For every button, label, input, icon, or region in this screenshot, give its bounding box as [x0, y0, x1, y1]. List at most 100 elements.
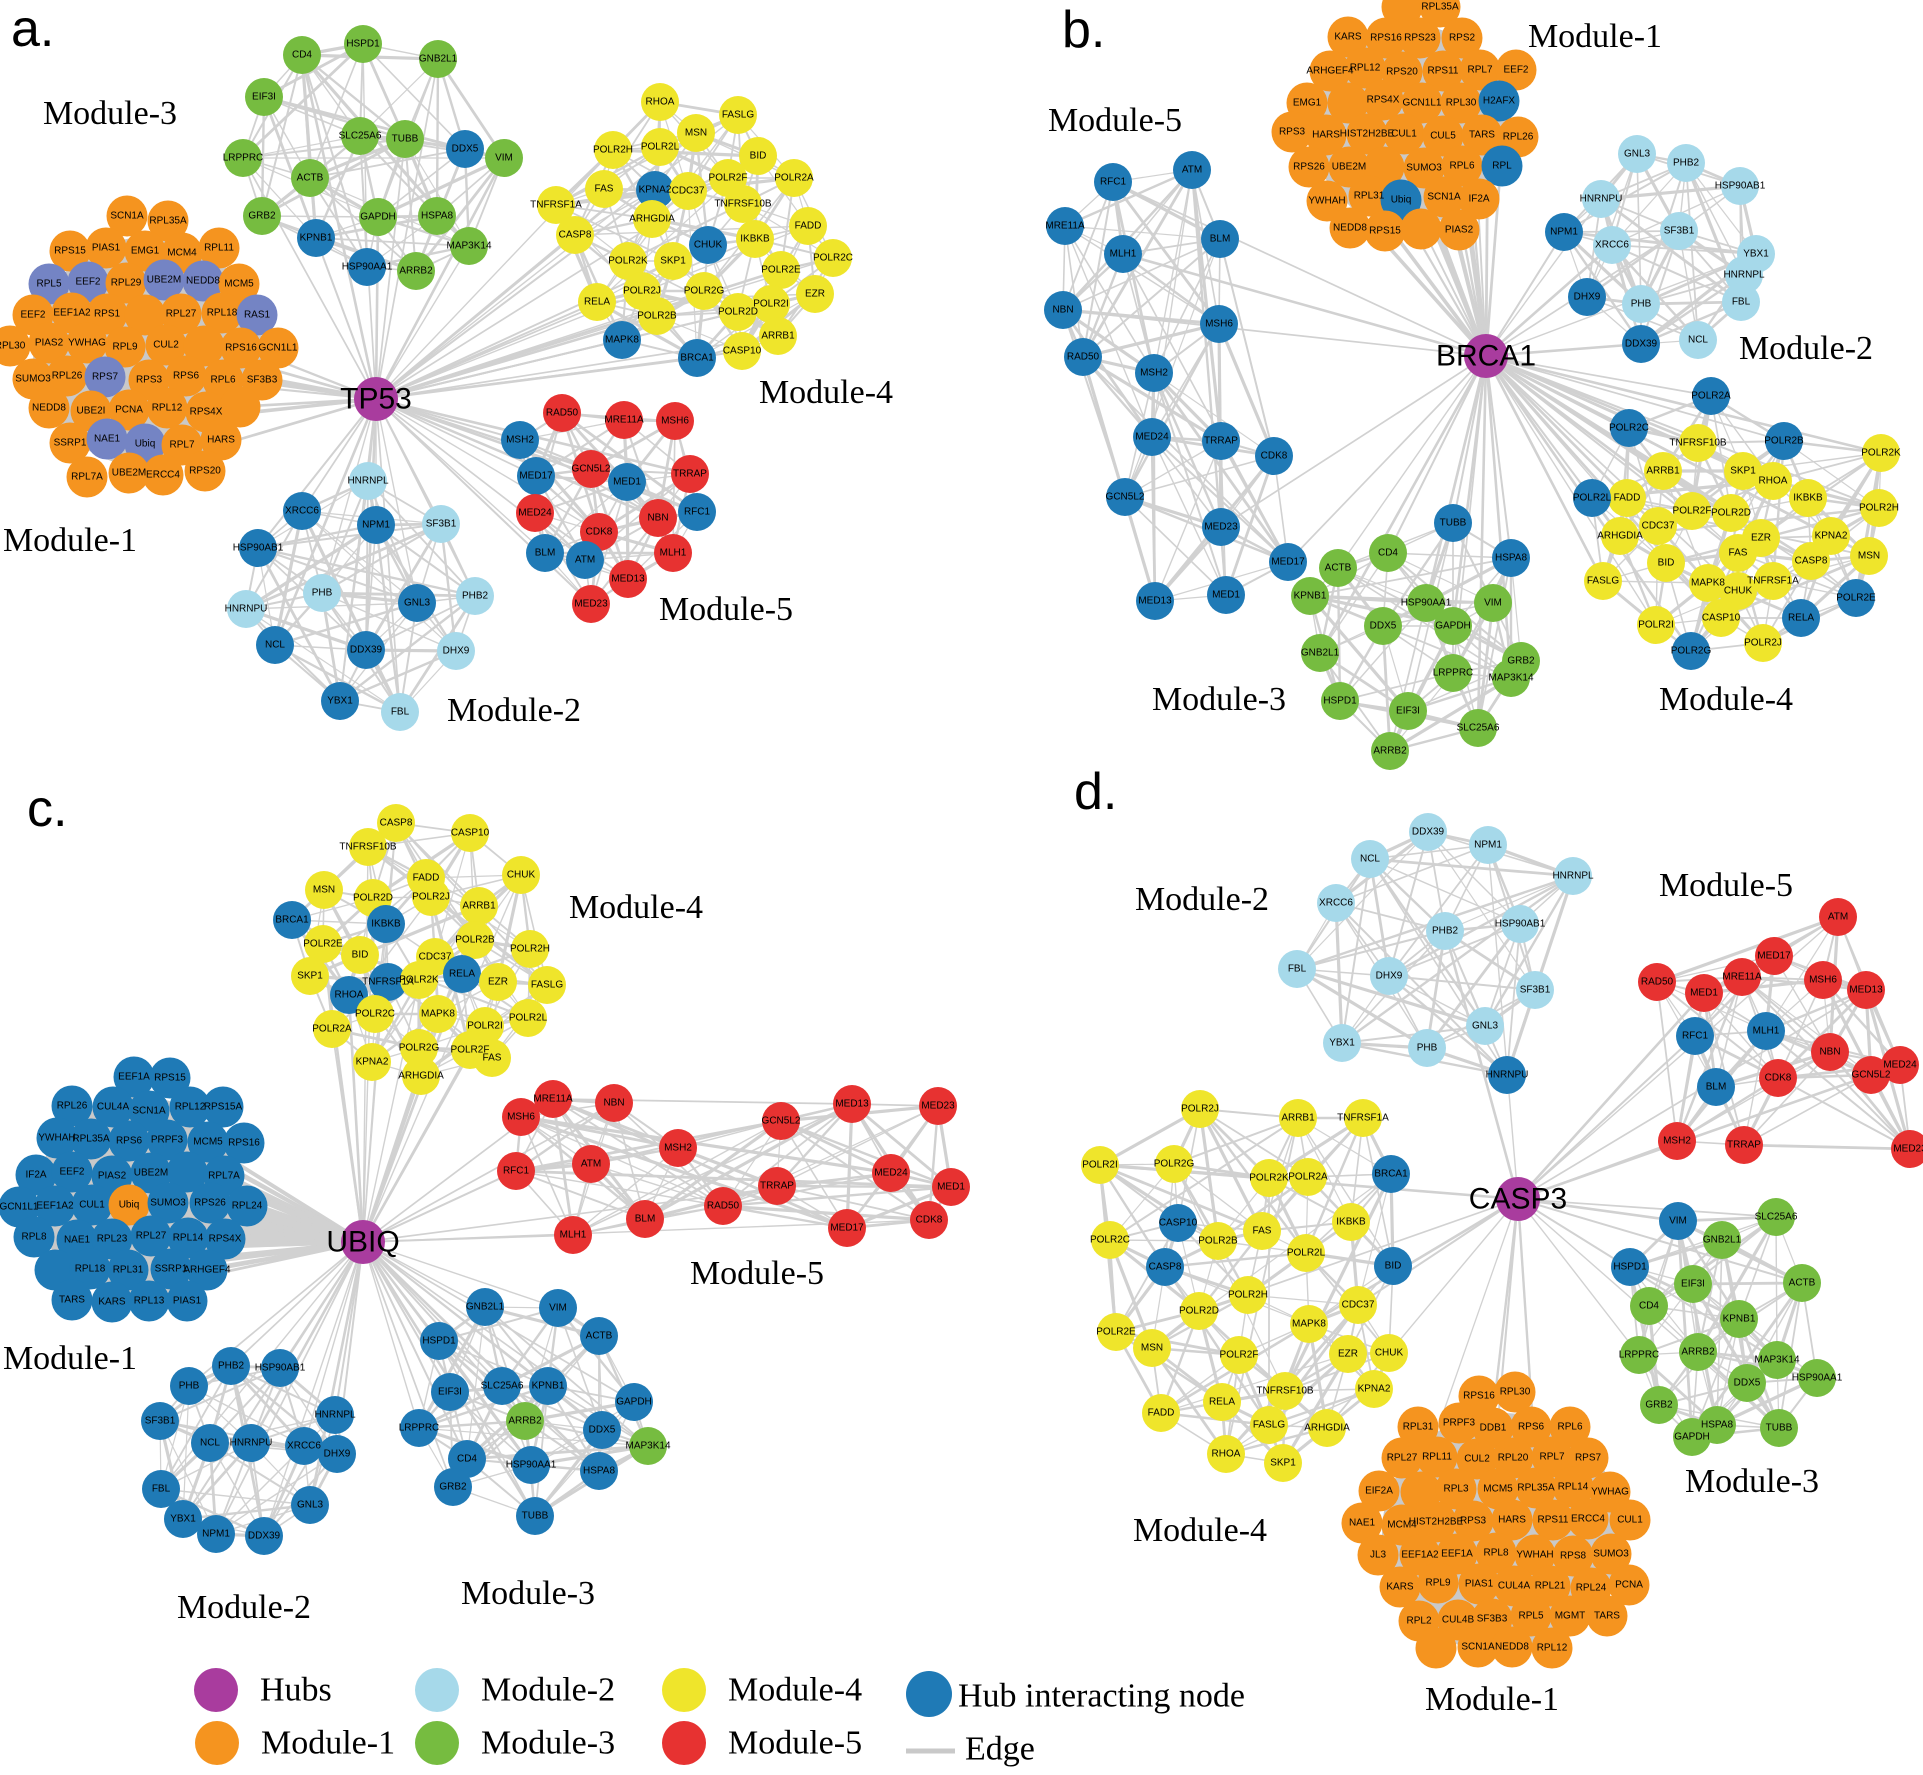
svg-text:DDX39: DDX39 — [248, 1531, 281, 1542]
svg-text:DDX39: DDX39 — [1412, 827, 1445, 838]
svg-text:HSPA8: HSPA8 — [1701, 1420, 1733, 1431]
svg-text:TUBB: TUBB — [1440, 518, 1467, 529]
svg-text:KPNB1: KPNB1 — [300, 233, 333, 244]
svg-text:CASP10: CASP10 — [723, 346, 762, 357]
svg-text:HSPA8: HSPA8 — [1495, 553, 1527, 564]
svg-text:SSRP1: SSRP1 — [54, 438, 87, 449]
svg-text:GCN5L2: GCN5L2 — [1106, 492, 1145, 503]
svg-text:a.: a. — [11, 0, 54, 58]
svg-text:KARS: KARS — [1334, 32, 1362, 43]
svg-text:SLC25A6: SLC25A6 — [1755, 1212, 1798, 1223]
svg-text:TRRAP: TRRAP — [673, 469, 707, 480]
svg-text:SLC25A6: SLC25A6 — [339, 131, 382, 142]
svg-text:YBX1: YBX1 — [170, 1514, 196, 1525]
svg-text:MCM5: MCM5 — [193, 1137, 223, 1148]
svg-text:MAPK8: MAPK8 — [421, 1009, 455, 1020]
svg-text:FASLG: FASLG — [1253, 1420, 1285, 1431]
svg-text:FBL: FBL — [1288, 964, 1307, 975]
svg-text:FADD: FADD — [1614, 493, 1641, 504]
svg-text:FADD: FADD — [795, 221, 822, 232]
svg-text:NAE1: NAE1 — [94, 434, 121, 445]
svg-text:PHB: PHB — [1631, 299, 1652, 310]
svg-text:SUMO3: SUMO3 — [1406, 163, 1442, 174]
svg-text:BLM: BLM — [635, 1214, 656, 1225]
svg-text:Module-2: Module-2 — [1739, 330, 1873, 367]
svg-text:RPL9: RPL9 — [1425, 1578, 1450, 1589]
svg-text:MED24: MED24 — [518, 508, 552, 519]
svg-text:FAS: FAS — [1729, 548, 1748, 559]
svg-text:XRCC6: XRCC6 — [1319, 898, 1353, 909]
svg-text:MSH6: MSH6 — [661, 416, 689, 427]
svg-text:RPL24: RPL24 — [1576, 1583, 1607, 1594]
svg-text:POLR2E: POLR2E — [761, 265, 801, 276]
svg-text:DDX5: DDX5 — [589, 1425, 616, 1436]
svg-text:POLR2F: POLR2F — [709, 173, 748, 184]
svg-text:RPS11: RPS11 — [1428, 66, 1459, 77]
svg-text:HSP90AB1: HSP90AB1 — [1495, 919, 1546, 930]
svg-text:CASP10: CASP10 — [1159, 1218, 1198, 1229]
svg-text:MSN: MSN — [685, 128, 707, 139]
svg-text:BID: BID — [1658, 558, 1675, 569]
svg-text:UBE2M: UBE2M — [134, 1168, 168, 1179]
svg-text:NBN: NBN — [1052, 305, 1073, 316]
svg-text:Module-5: Module-5 — [728, 1725, 862, 1762]
svg-text:HNRNPU: HNRNPU — [225, 604, 268, 615]
svg-text:CUL4A: CUL4A — [97, 1102, 130, 1113]
svg-text:POLR2A: POLR2A — [774, 173, 814, 184]
svg-text:Module-4: Module-4 — [759, 374, 893, 411]
svg-text:MED13: MED13 — [1849, 985, 1883, 996]
svg-text:SUMO3: SUMO3 — [15, 374, 51, 385]
svg-text:MED24: MED24 — [1135, 432, 1169, 443]
svg-text:KPNA2: KPNA2 — [356, 1057, 389, 1068]
svg-text:GRB2: GRB2 — [1645, 1400, 1673, 1411]
svg-text:PHB: PHB — [1417, 1043, 1438, 1054]
svg-text:MAP3K14: MAP3K14 — [1754, 1355, 1799, 1366]
svg-text:RPS15A: RPS15A — [204, 1102, 243, 1113]
svg-text:GCN5L2: GCN5L2 — [572, 464, 611, 475]
svg-text:XRCC6: XRCC6 — [1595, 240, 1629, 251]
svg-text:YWHAH: YWHAH — [1516, 1550, 1553, 1561]
svg-text:DHX9: DHX9 — [1574, 292, 1601, 303]
svg-text:RPS16: RPS16 — [225, 343, 257, 354]
svg-text:POLR2L: POLR2L — [1287, 1248, 1326, 1259]
svg-text:PCNA: PCNA — [1615, 1580, 1643, 1591]
svg-text:RPS11: RPS11 — [1538, 1515, 1569, 1526]
svg-text:MRE11A: MRE11A — [1722, 972, 1762, 983]
svg-text:Module-3: Module-3 — [1152, 681, 1286, 718]
svg-text:BRCA1: BRCA1 — [680, 353, 714, 364]
svg-text:RAD50: RAD50 — [707, 1201, 740, 1212]
svg-text:GNB2L1: GNB2L1 — [1703, 1235, 1742, 1246]
svg-text:MED23: MED23 — [574, 599, 608, 610]
svg-text:CASP3: CASP3 — [1469, 1183, 1567, 1216]
svg-text:SLC25A6: SLC25A6 — [481, 1381, 524, 1392]
svg-text:Module-5: Module-5 — [1048, 102, 1182, 139]
svg-text:IKBKB: IKBKB — [371, 919, 401, 930]
svg-text:RPS4X: RPS4X — [209, 1234, 242, 1245]
svg-text:POLR2E: POLR2E — [303, 939, 343, 950]
svg-text:Module-2: Module-2 — [177, 1589, 311, 1626]
svg-text:MED17: MED17 — [519, 471, 553, 482]
svg-text:POLR2C: POLR2C — [1090, 1235, 1130, 1246]
svg-text:PRPF3: PRPF3 — [1443, 1418, 1476, 1429]
svg-text:SF3B1: SF3B1 — [1520, 985, 1551, 996]
svg-text:POLR2I: POLR2I — [1638, 620, 1674, 631]
svg-text:YBX1: YBX1 — [1329, 1038, 1355, 1049]
svg-text:MRE11A: MRE11A — [604, 415, 644, 426]
svg-text:POLR2F: POLR2F — [1220, 1350, 1259, 1361]
svg-text:POLR2D: POLR2D — [718, 307, 758, 318]
svg-text:ARHGDIA: ARHGDIA — [1304, 1423, 1350, 1434]
svg-text:RPL: RPL — [1492, 161, 1512, 172]
svg-text:HNRNPL: HNRNPL — [1552, 871, 1594, 882]
svg-text:UBIQ: UBIQ — [326, 1226, 399, 1259]
svg-text:TNFRSF1A: TNFRSF1A — [362, 977, 414, 988]
svg-text:NCL: NCL — [1688, 335, 1708, 346]
svg-text:POLR2I: POLR2I — [467, 1021, 503, 1032]
svg-text:POLR2D: POLR2D — [353, 893, 393, 904]
svg-text:SKP1: SKP1 — [1270, 1458, 1296, 1469]
svg-text:RFC1: RFC1 — [1682, 1031, 1709, 1042]
svg-text:HARS: HARS — [207, 435, 235, 446]
svg-text:RPL7A: RPL7A — [208, 1171, 240, 1182]
svg-text:RPL8: RPL8 — [1483, 1548, 1508, 1559]
svg-text:SUMO3: SUMO3 — [1593, 1549, 1629, 1560]
svg-text:XRCC6: XRCC6 — [287, 1441, 321, 1452]
